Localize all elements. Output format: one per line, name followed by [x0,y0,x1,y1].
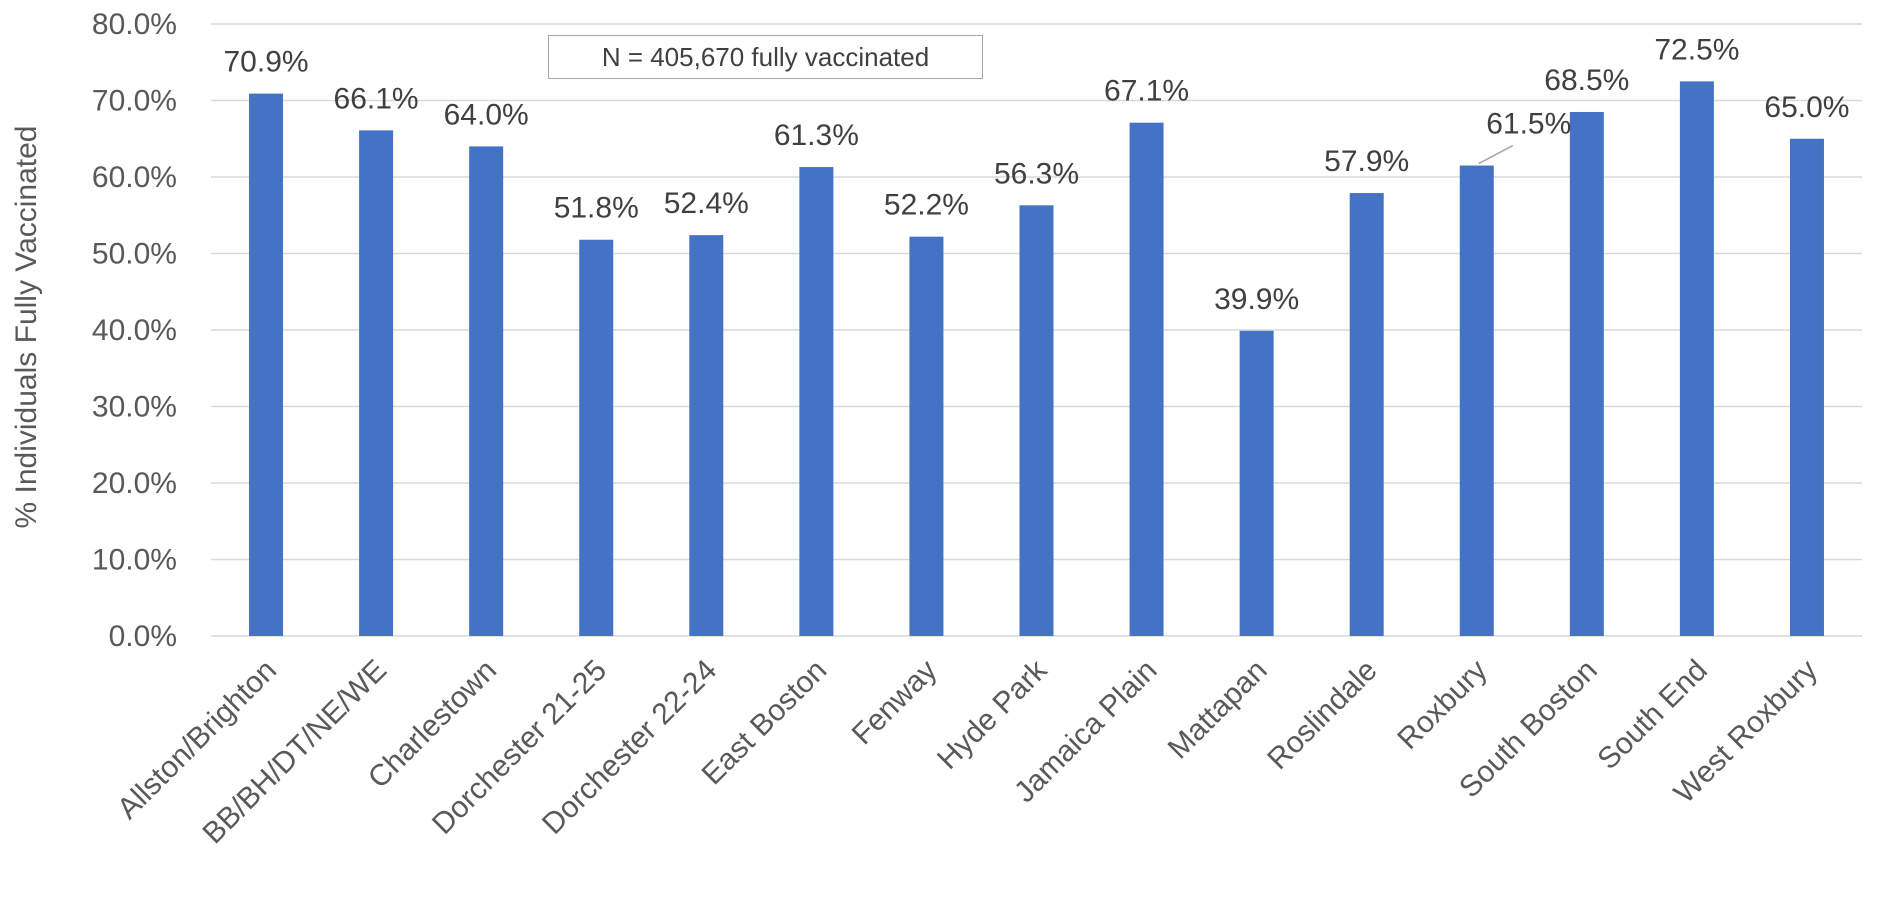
y-axis-ticks: 0.0% 10.0% 20.0% 30.0% 40.0% 50.0% 60.0% 70.0% 8… [92,8,177,653]
bars [249,81,1824,637]
leader-line [1478,144,1514,165]
x-category-label: Fenway [846,654,944,752]
x-category-label: Roxbury [1391,654,1493,756]
data-label: 72.5% [1654,33,1739,66]
data-label: 67.1% [1104,75,1189,108]
data-label: 64.0% [444,98,529,131]
y-tick-label: 30.0% [92,391,177,424]
data-labels: 70.9% 66.1% 64.0% 51.8% 52.4% 61.3% 52.2% 56.3%… [223,33,1849,315]
data-label: 68.5% [1544,64,1629,97]
bar [249,93,284,637]
data-label: 52.2% [884,189,969,222]
x-category-label: Roslindale [1261,654,1383,776]
annotation-box: N = 405,670 fully vaccinated [548,35,983,79]
bar [1349,193,1384,636]
y-tick-label: 10.0% [92,544,177,577]
y-tick-label: 70.0% [92,85,177,118]
data-label: 65.0% [1764,91,1849,124]
leader-lines [1478,144,1514,165]
data-label: 70.9% [223,46,308,79]
y-tick-label: 20.0% [92,467,177,500]
x-axis-categories: Allston/BrightonBB/BH/DT/NE/WECharlestow… [111,653,1824,850]
bar [579,239,614,637]
y-tick-label: 40.0% [92,314,177,347]
y-tick-label: 60.0% [92,161,177,194]
x-category-label: BB/BH/DT/NE/WE [196,654,393,851]
data-label: 57.9% [1324,145,1409,178]
y-tick-label: 0.0% [109,620,177,653]
bar [359,130,394,636]
bar [1459,165,1494,636]
y-tick-label: 50.0% [92,238,177,271]
bar [909,236,944,637]
y-tick-label: 80.0% [92,8,177,41]
bar [689,235,724,636]
bar [1019,205,1054,636]
y-axis-title: % Individuals Fully Vaccinated [10,126,43,529]
data-label: 51.8% [554,192,639,225]
data-label: 56.3% [994,157,1079,190]
data-label: 39.9% [1214,283,1299,316]
bar [1129,122,1164,636]
bar [469,146,504,636]
data-label: 52.4% [664,187,749,220]
bar [799,167,834,636]
bar [1239,330,1274,636]
bar [1679,81,1714,636]
bar [1789,138,1824,636]
x-category-label: Mattapan [1162,654,1274,766]
data-label: 61.5% [1486,108,1571,141]
annotation-text: N = 405,670 fully vaccinated [601,41,930,72]
data-label: 61.3% [774,119,859,152]
data-label: 66.1% [334,82,419,115]
bar [1569,111,1604,637]
